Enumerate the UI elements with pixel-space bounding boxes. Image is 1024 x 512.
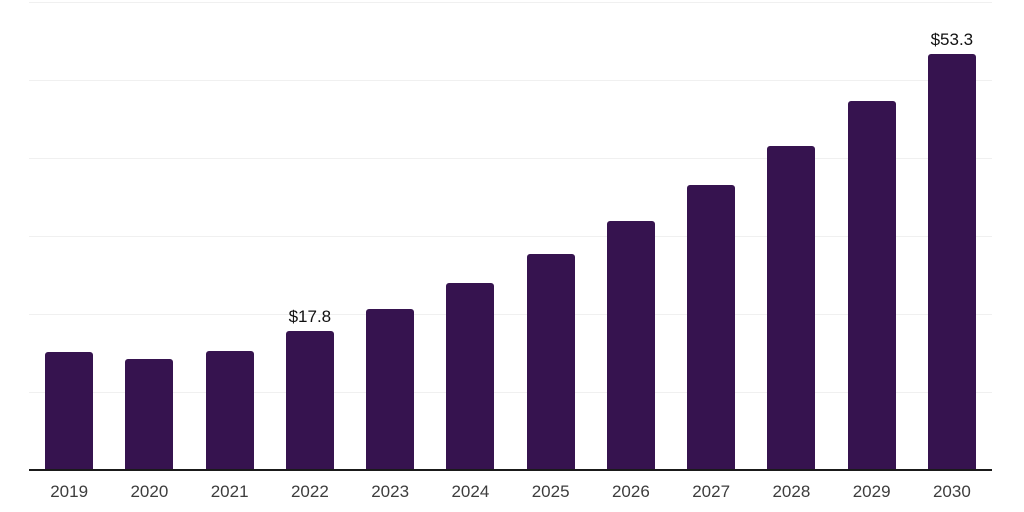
x-axis-line xyxy=(29,469,992,471)
gridline-40 xyxy=(29,158,992,159)
bar-2023 xyxy=(366,308,415,470)
bar-2030 xyxy=(927,54,976,470)
x-tick-label-2028: 2028 xyxy=(772,482,811,501)
gridline-30 xyxy=(29,236,992,237)
x-axis-labels: 2019 2020 2021 2022 2023 2024 2025 2026 2027 2028… xyxy=(29,481,992,507)
bar-2025 xyxy=(526,253,575,470)
bar-2026 xyxy=(606,221,655,470)
plot-area: $17.8 $53.3 xyxy=(29,2,992,470)
bar-2021 xyxy=(205,351,254,470)
x-tick-label-2021: 2021 xyxy=(210,482,249,501)
gridline-20 xyxy=(29,314,992,315)
x-tick-label-2026: 2026 xyxy=(611,482,650,501)
gridline-10 xyxy=(29,392,992,393)
x-tick-label-2030: 2030 xyxy=(932,482,971,501)
bar-2022 xyxy=(285,331,334,470)
bar-2019 xyxy=(45,352,94,470)
bar-2029 xyxy=(847,101,896,470)
x-tick-label-2020: 2020 xyxy=(130,482,169,501)
bar-2024 xyxy=(446,282,495,470)
x-tick-label-2024: 2024 xyxy=(451,482,490,501)
bar-value-label-2030: $53.3 xyxy=(930,30,974,50)
x-tick-label-2022: 2022 xyxy=(290,482,329,501)
x-tick-label-2019: 2019 xyxy=(50,482,89,501)
x-tick-label-2025: 2025 xyxy=(531,482,570,501)
gridline-50 xyxy=(29,80,992,81)
x-tick-label-2027: 2027 xyxy=(692,482,731,501)
bar-2028 xyxy=(767,145,816,470)
bar-2027 xyxy=(687,185,736,470)
gridline-60 xyxy=(29,2,992,3)
bar-value-label-2022: $17.8 xyxy=(288,307,332,327)
x-tick-label-2029: 2029 xyxy=(852,482,891,501)
x-tick-label-2023: 2023 xyxy=(371,482,410,501)
bar-2020 xyxy=(125,359,174,470)
